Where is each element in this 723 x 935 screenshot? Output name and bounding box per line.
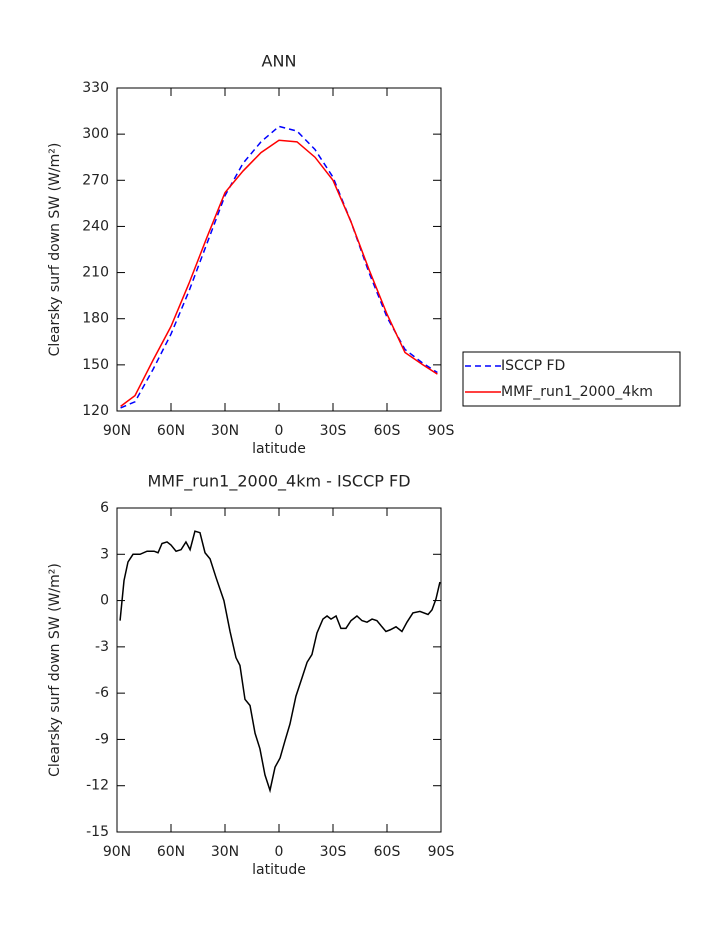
- y-tick-label: 180: [82, 311, 109, 327]
- x-tick-label: 90N: [103, 423, 131, 439]
- data-line: [120, 139, 438, 407]
- plot-frame: [116, 87, 442, 412]
- x-tick-label: 60S: [374, 423, 401, 439]
- y-axis-label: Clearsky surf down SW (W/m²): [47, 563, 63, 777]
- y-axis-label: Clearsky surf down SW (W/m²): [47, 143, 63, 357]
- data-line: [119, 530, 441, 794]
- x-tick-label: 60S: [374, 844, 401, 860]
- x-tick-label: 60N: [157, 844, 185, 860]
- x-tick-label: 0: [275, 423, 284, 439]
- y-tick-label: 330: [82, 80, 109, 96]
- y-tick-label: -15: [86, 824, 109, 840]
- data-line: [120, 125, 438, 409]
- y-tick-label: 150: [82, 357, 109, 373]
- legend-label: MMF_run1_2000_4km: [501, 384, 653, 400]
- y-tick-label: 300: [82, 126, 109, 142]
- x-tick-label: 0: [275, 844, 284, 860]
- y-tick-label: -6: [95, 685, 109, 701]
- y-tick-label: 6: [100, 500, 109, 516]
- x-tick-label: 60N: [157, 423, 185, 439]
- x-axis-label: latitude: [252, 441, 306, 457]
- x-tick-label: 90N: [103, 844, 131, 860]
- x-tick-label: 30N: [211, 844, 239, 860]
- y-tick-label: -12: [86, 778, 109, 794]
- legend-label: ISCCP FD: [501, 358, 565, 374]
- x-tick-label: 90S: [428, 423, 455, 439]
- y-tick-label: 3: [100, 546, 109, 562]
- x-tick-label: 30S: [320, 423, 347, 439]
- legend-box: [462, 351, 681, 407]
- y-tick-label: 120: [82, 403, 109, 419]
- y-tick-label: 240: [82, 218, 109, 234]
- y-tick-label: 270: [82, 172, 109, 188]
- chart-title: ANN: [262, 52, 297, 71]
- x-tick-label: 30S: [320, 844, 347, 860]
- x-tick-label: 30N: [211, 423, 239, 439]
- y-tick-label: 210: [82, 265, 109, 281]
- x-axis-label: latitude: [252, 862, 306, 878]
- y-tick-label: -3: [95, 639, 109, 655]
- y-tick-label: 0: [100, 593, 109, 609]
- chart-title: MMF_run1_2000_4km - ISCCP FD: [147, 472, 410, 492]
- plot-frame: [116, 507, 442, 833]
- y-tick-label: -9: [95, 731, 109, 747]
- x-tick-label: 90S: [428, 844, 455, 860]
